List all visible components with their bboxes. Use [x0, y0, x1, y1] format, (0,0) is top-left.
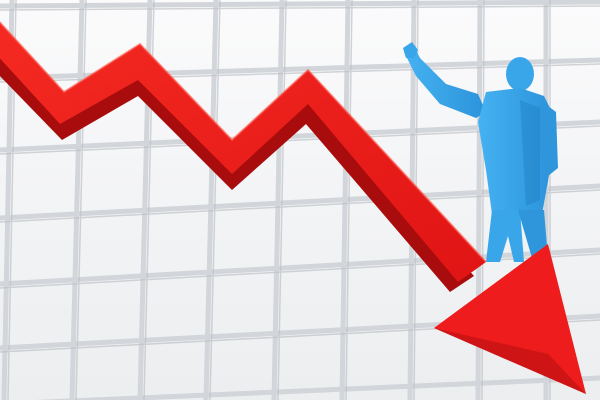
down-trend-arrow — [0, 21, 586, 394]
figure-torso — [478, 88, 552, 214]
arrow-highlight — [0, 21, 487, 263]
figure-pointing-arm — [404, 46, 486, 118]
businessman-figure — [403, 42, 558, 262]
figure-jacket-shade — [520, 100, 540, 206]
arrow-head-shade — [434, 328, 586, 394]
arrow-body — [0, 22, 486, 282]
figure-leg-right — [518, 210, 548, 258]
figure-legs — [486, 210, 524, 262]
figure-head — [506, 57, 534, 91]
figure-rear-arm — [540, 100, 558, 176]
figure-hand — [403, 42, 418, 58]
